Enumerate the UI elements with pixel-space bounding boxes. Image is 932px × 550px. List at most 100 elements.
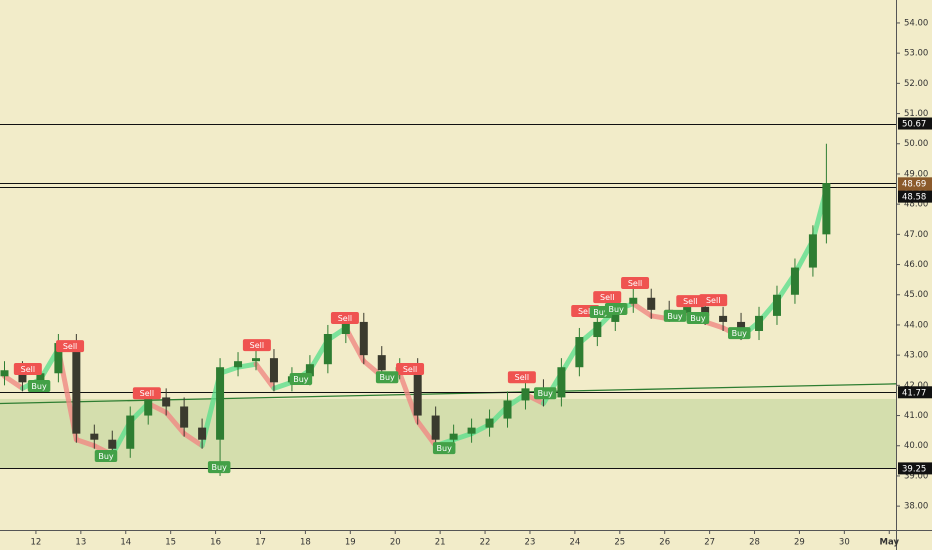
candle-body	[162, 397, 171, 407]
candle-body	[323, 334, 332, 365]
signal-label: Sell	[63, 342, 77, 351]
signal-label-box	[396, 363, 425, 376]
signal-label: Buy	[690, 314, 706, 323]
x-tick-label: 20	[390, 538, 401, 548]
signal-label: Sell	[21, 365, 35, 374]
candle-body	[431, 415, 440, 440]
candle-body	[234, 361, 243, 368]
signal-label-box	[375, 371, 399, 384]
candle-body	[0, 370, 9, 377]
candle-body	[593, 321, 602, 338]
candle-body	[18, 370, 27, 383]
x-tick-label: 26	[659, 538, 670, 548]
signal-label-box	[132, 387, 161, 400]
signal-band	[415, 419, 439, 449]
signal-label-box	[432, 442, 456, 455]
candle-body	[305, 364, 314, 377]
candle-body	[701, 306, 710, 316]
signal-label: Buy	[593, 308, 609, 317]
price-label: 50.67	[902, 120, 926, 130]
price-label-box	[898, 462, 932, 475]
candle-body	[449, 433, 458, 440]
x-tick-label: 29	[794, 538, 805, 548]
y-tick-label: 44.00	[904, 320, 928, 330]
y-tick-label: 42.00	[904, 381, 928, 391]
signal-label-box	[699, 294, 728, 307]
x-tick-label: 13	[75, 538, 86, 548]
signal-label: Buy	[293, 375, 309, 384]
y-tick-label: 54.00	[904, 18, 928, 28]
candle-body	[269, 358, 278, 383]
signal-label-box	[728, 327, 751, 340]
y-tick-label: 47.00	[904, 230, 928, 240]
x-tick-label: 30	[839, 538, 850, 548]
y-tick-label: 53.00	[904, 49, 928, 59]
price-label-box	[898, 117, 932, 130]
price-label: 39.25	[902, 464, 926, 474]
y-tick-label: 39.00	[904, 471, 928, 481]
candle-body	[72, 343, 81, 434]
y-tick-label: 51.00	[904, 109, 928, 119]
signal-band	[271, 379, 295, 391]
candle-body	[467, 427, 476, 434]
candle-body	[252, 358, 260, 362]
signal-band	[163, 409, 187, 437]
y-tick-label: 45.00	[904, 290, 928, 300]
candle-body	[54, 343, 63, 374]
candle-body	[90, 433, 99, 440]
price-label-box	[898, 177, 932, 190]
candle-body	[36, 373, 45, 383]
candle-body	[341, 321, 350, 335]
x-tick-label: 15	[165, 538, 176, 548]
candle-body	[822, 183, 831, 235]
signal-label-box	[507, 371, 536, 384]
candle-body	[144, 397, 153, 416]
x-tick-label: 27	[704, 538, 715, 548]
signal-label: Sell	[600, 293, 614, 302]
y-tick-label: 38.00	[904, 502, 928, 512]
signal-label-box	[27, 379, 51, 392]
x-tick-label: 12	[31, 538, 42, 548]
signal-label-box	[686, 312, 710, 324]
candle-body	[755, 315, 764, 331]
x-tick-label: 21	[435, 538, 446, 548]
candle-body	[719, 315, 728, 322]
signal-label: Buy	[212, 463, 228, 472]
x-tick-label: 16	[210, 538, 221, 548]
candle-body	[575, 337, 584, 368]
zone	[0, 398, 896, 469]
x-tick-label: 19	[345, 538, 356, 548]
candle-body	[647, 297, 656, 310]
y-tick-label: 49.00	[904, 169, 928, 179]
candle-body	[557, 367, 566, 398]
signal-label: Buy	[538, 389, 554, 398]
x-tick-label: 18	[300, 538, 311, 548]
signal-label: Buy	[31, 382, 47, 391]
candle-body	[629, 297, 638, 304]
signal-band	[73, 437, 97, 449]
candle-body	[108, 439, 117, 449]
candle-body	[413, 367, 422, 416]
signal-label: Buy	[98, 452, 114, 461]
y-tick-label: 43.00	[904, 351, 928, 361]
price-label: 41.77	[902, 388, 926, 398]
x-tick-label: 22	[480, 538, 491, 548]
x-tick-label: 14	[120, 538, 131, 548]
signal-label: Sell	[403, 365, 417, 374]
y-tick-label: 40.00	[904, 441, 928, 451]
signal-label: Sell	[338, 314, 352, 323]
candle-body	[772, 294, 781, 316]
x-tick-label: 25	[614, 538, 625, 548]
candle-body	[377, 355, 386, 371]
signal-label-box	[604, 302, 628, 315]
y-tick-label: 48.00	[904, 200, 928, 210]
signal-label: Sell	[578, 307, 592, 316]
price-label-box	[898, 190, 932, 203]
signal-label-box	[207, 461, 231, 474]
signal-label: Buy	[667, 312, 683, 321]
signal-label-box	[330, 312, 359, 324]
candle-body	[521, 388, 530, 401]
candle-body	[485, 418, 494, 428]
signal-label-box	[621, 276, 650, 289]
